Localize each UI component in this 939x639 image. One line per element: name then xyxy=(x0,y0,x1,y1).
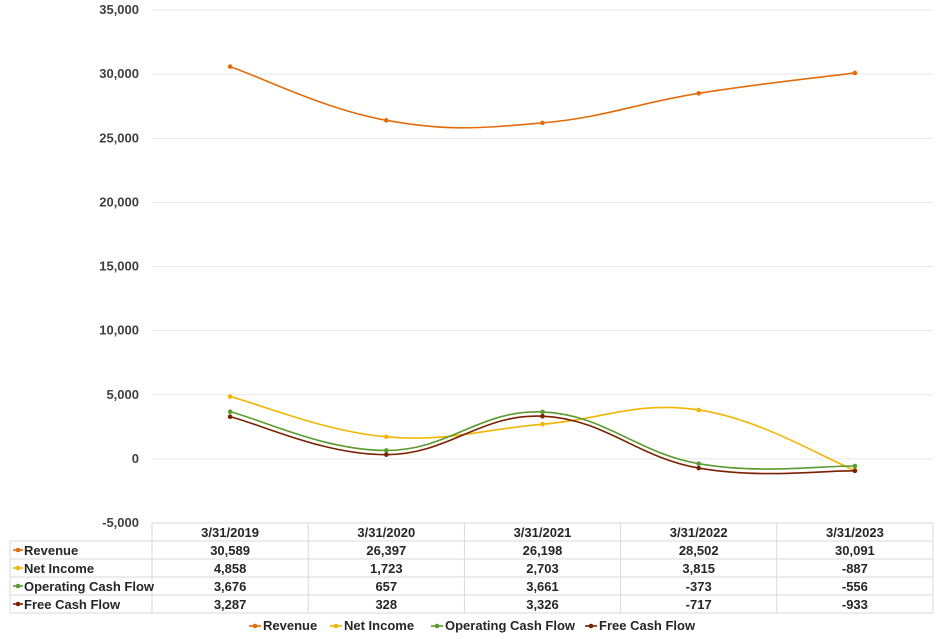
data-point-operating-cash-flow xyxy=(696,461,701,466)
data-label-net-income: 1,723 xyxy=(370,561,403,576)
y-tick-label: 25,000 xyxy=(99,130,139,145)
row-key-marker-net-income xyxy=(15,565,21,571)
legend-label-free-cash-flow: Free Cash Flow xyxy=(599,618,696,633)
data-label-revenue: 30,091 xyxy=(835,543,875,558)
x-category-label: 3/31/2022 xyxy=(670,525,728,540)
row-label-free-cash-flow: Free Cash Flow xyxy=(24,597,121,612)
data-label-revenue: 26,198 xyxy=(523,543,563,558)
data-label-free-cash-flow: 3,326 xyxy=(526,597,559,612)
legend-marker-net-income xyxy=(333,623,339,629)
data-label-free-cash-flow: 328 xyxy=(375,597,397,612)
data-label-operating-cash-flow: 657 xyxy=(375,579,397,594)
data-label-net-income: 4,858 xyxy=(214,561,247,576)
row-key-marker-free-cash-flow xyxy=(15,601,21,607)
data-point-net-income xyxy=(540,421,545,427)
legend-marker-free-cash-flow xyxy=(588,623,594,629)
x-category-label: 3/31/2021 xyxy=(514,525,572,540)
data-label-operating-cash-flow: -373 xyxy=(686,579,712,594)
gridlines xyxy=(152,9,933,460)
x-category-label: 3/31/2023 xyxy=(826,525,884,540)
series-line-revenue xyxy=(229,65,856,129)
data-label-free-cash-flow: -933 xyxy=(842,597,868,612)
data-point-revenue xyxy=(227,64,233,69)
data-point-operating-cash-flow xyxy=(227,409,233,415)
data-table: 3/31/2019 3/31/2020 3/31/2021 3/31/2022 3/31… xyxy=(9,522,934,614)
row-label-operating-cash-flow: Operating Cash Flow xyxy=(24,579,155,594)
data-label-free-cash-flow: -717 xyxy=(686,597,712,612)
data-point-free-cash-flow xyxy=(540,413,545,419)
data-point-revenue xyxy=(540,120,545,126)
data-label-free-cash-flow: 3,287 xyxy=(214,597,247,612)
row-label-net-income: Net Income xyxy=(24,561,94,576)
data-label-operating-cash-flow: 3,661 xyxy=(526,579,559,594)
legend: Revenue Net Income Operating Cash Flow Free… xyxy=(249,618,696,633)
y-axis-ticks: -5,000 0 5,000 10,000 15,000 20,000 25,000 30,0… xyxy=(99,2,139,530)
data-point-revenue xyxy=(852,70,858,76)
data-label-net-income: 3,815 xyxy=(682,561,715,576)
x-category-label: 3/31/2020 xyxy=(357,525,415,540)
data-point-net-income xyxy=(227,394,233,399)
data-point-revenue xyxy=(696,91,701,96)
row-key-marker-revenue xyxy=(15,547,21,553)
y-tick-label: 30,000 xyxy=(99,66,139,81)
legend-label-operating-cash-flow: Operating Cash Flow xyxy=(445,618,576,633)
data-point-net-income xyxy=(384,434,389,440)
data-label-operating-cash-flow: -556 xyxy=(842,579,868,594)
series-lines xyxy=(227,64,858,475)
legend-marker-revenue xyxy=(252,623,258,629)
series-line-operating-cash-flow xyxy=(229,410,855,470)
data-point-free-cash-flow xyxy=(227,414,233,420)
y-tick-label: 20,000 xyxy=(99,194,139,209)
data-label-net-income: -887 xyxy=(842,561,868,576)
data-point-free-cash-flow xyxy=(852,468,858,474)
y-tick-label: 5,000 xyxy=(106,387,139,402)
y-tick-label: -5,000 xyxy=(102,515,139,530)
y-tick-label: 15,000 xyxy=(99,259,139,274)
y-tick-label: 0 xyxy=(132,451,139,466)
data-point-free-cash-flow xyxy=(384,452,389,457)
data-label-revenue: 30,589 xyxy=(210,543,250,558)
legend-label-revenue: Revenue xyxy=(263,618,317,633)
data-point-operating-cash-flow xyxy=(384,448,389,453)
data-point-operating-cash-flow xyxy=(852,463,858,469)
y-tick-label: 35,000 xyxy=(99,2,139,17)
data-label-net-income: 2,703 xyxy=(526,561,559,576)
data-point-revenue xyxy=(384,118,389,123)
x-category-label: 3/31/2019 xyxy=(201,525,259,540)
data-point-net-income xyxy=(696,407,701,413)
data-point-free-cash-flow xyxy=(696,465,701,471)
data-point-operating-cash-flow xyxy=(540,409,545,415)
data-label-revenue: 28,502 xyxy=(679,543,719,558)
data-label-revenue: 26,397 xyxy=(366,543,406,558)
data-label-operating-cash-flow: 3,676 xyxy=(214,579,247,594)
row-key-marker-operating-cash-flow xyxy=(15,583,21,589)
legend-marker-operating-cash-flow xyxy=(434,623,440,629)
legend-label-net-income: Net Income xyxy=(344,618,414,633)
row-label-revenue: Revenue xyxy=(24,543,78,558)
y-tick-label: 10,000 xyxy=(99,323,139,338)
